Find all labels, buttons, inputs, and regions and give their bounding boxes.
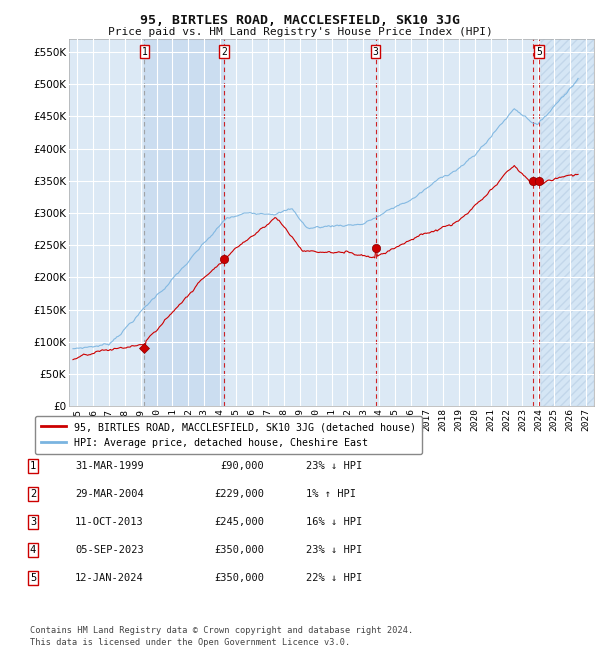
Text: £245,000: £245,000 bbox=[214, 517, 264, 527]
Text: 05-SEP-2023: 05-SEP-2023 bbox=[75, 545, 144, 555]
Text: 12-JAN-2024: 12-JAN-2024 bbox=[75, 573, 144, 583]
Text: Price paid vs. HM Land Registry's House Price Index (HPI): Price paid vs. HM Land Registry's House … bbox=[107, 27, 493, 37]
Text: 31-MAR-1999: 31-MAR-1999 bbox=[75, 461, 144, 471]
Text: £90,000: £90,000 bbox=[220, 461, 264, 471]
Text: 16% ↓ HPI: 16% ↓ HPI bbox=[306, 517, 362, 527]
Text: 1% ↑ HPI: 1% ↑ HPI bbox=[306, 489, 356, 499]
Text: 4: 4 bbox=[30, 545, 36, 555]
Text: 3: 3 bbox=[30, 517, 36, 527]
Text: £229,000: £229,000 bbox=[214, 489, 264, 499]
Text: 3: 3 bbox=[373, 47, 379, 57]
Text: 23% ↓ HPI: 23% ↓ HPI bbox=[306, 461, 362, 471]
Text: 22% ↓ HPI: 22% ↓ HPI bbox=[306, 573, 362, 583]
Text: 2: 2 bbox=[30, 489, 36, 499]
Bar bbox=[145, 39, 224, 406]
Text: 23% ↓ HPI: 23% ↓ HPI bbox=[306, 545, 362, 555]
Text: 5: 5 bbox=[30, 573, 36, 583]
Text: 5: 5 bbox=[536, 47, 542, 57]
Text: 29-MAR-2004: 29-MAR-2004 bbox=[75, 489, 144, 499]
Legend: 95, BIRTLES ROAD, MACCLESFIELD, SK10 3JG (detached house), HPI: Average price, d: 95, BIRTLES ROAD, MACCLESFIELD, SK10 3JG… bbox=[35, 416, 422, 454]
Text: £350,000: £350,000 bbox=[214, 545, 264, 555]
Text: Contains HM Land Registry data © Crown copyright and database right 2024.
This d: Contains HM Land Registry data © Crown c… bbox=[30, 626, 413, 647]
Bar bbox=[541, 39, 594, 406]
Text: 11-OCT-2013: 11-OCT-2013 bbox=[75, 517, 144, 527]
Text: £350,000: £350,000 bbox=[214, 573, 264, 583]
Text: 95, BIRTLES ROAD, MACCLESFIELD, SK10 3JG: 95, BIRTLES ROAD, MACCLESFIELD, SK10 3JG bbox=[140, 14, 460, 27]
Text: 1: 1 bbox=[142, 47, 148, 57]
Text: 2: 2 bbox=[221, 47, 227, 57]
Text: 1: 1 bbox=[30, 461, 36, 471]
